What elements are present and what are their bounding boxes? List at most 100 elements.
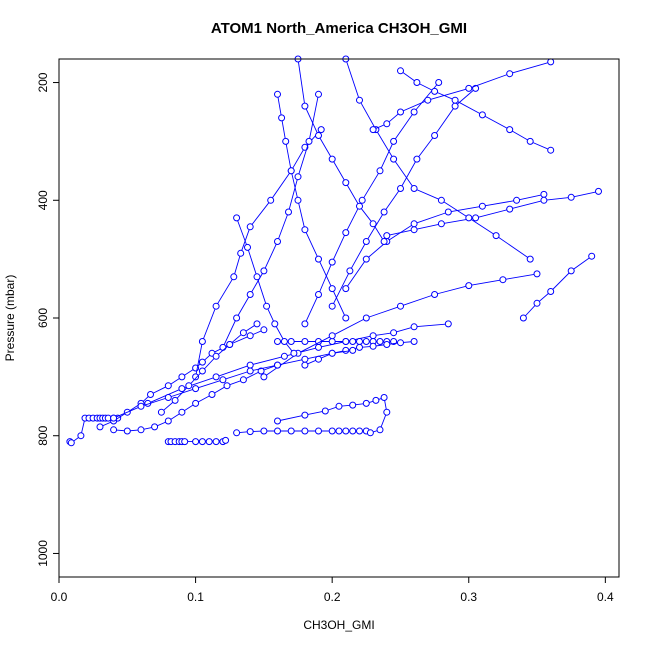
- data-point: [244, 243, 251, 251]
- data-point: [315, 90, 322, 98]
- data-point: [151, 423, 159, 431]
- series-18: [342, 55, 534, 263]
- data-point: [315, 427, 322, 435]
- series-10: [301, 79, 443, 328]
- data-point: [588, 252, 596, 260]
- data-point: [96, 423, 104, 431]
- data-point: [410, 323, 418, 331]
- data-point: [237, 249, 245, 257]
- data-point: [212, 438, 220, 446]
- data-point: [380, 208, 388, 216]
- data-point: [335, 427, 343, 435]
- series-12: [342, 190, 548, 293]
- series-14: [260, 270, 541, 381]
- data-point: [301, 411, 309, 419]
- data-point: [328, 258, 336, 266]
- data-point: [410, 185, 418, 192]
- data-point: [137, 402, 145, 410]
- data-point: [123, 427, 131, 435]
- data-point: [397, 108, 404, 116]
- data-point: [465, 84, 473, 92]
- series-16: [274, 90, 350, 322]
- data-point: [205, 438, 213, 446]
- x-axis: 0.0 0.1 0.2 0.3 0.4: [51, 577, 614, 604]
- data-point: [222, 436, 230, 444]
- data-point: [451, 102, 459, 110]
- data-point: [328, 285, 336, 293]
- data-point: [356, 343, 363, 351]
- data-point: [424, 96, 432, 104]
- data-point: [547, 58, 555, 66]
- data-point: [294, 173, 302, 181]
- data-point: [285, 208, 292, 216]
- data-point: [376, 426, 384, 434]
- data-point: [366, 429, 374, 437]
- x-tick-label: 0.0: [51, 590, 68, 604]
- x-tick-label: 0.4: [597, 590, 614, 604]
- data-point: [212, 352, 220, 360]
- data-point: [413, 79, 421, 86]
- data-point: [540, 190, 548, 198]
- data-point: [198, 338, 206, 345]
- series-24: [137, 346, 357, 410]
- series-22: [157, 320, 261, 416]
- data-point: [397, 302, 404, 310]
- y-tick-label: 200: [36, 72, 50, 92]
- data-point: [192, 399, 200, 407]
- series-19: [397, 67, 555, 154]
- data-point: [315, 291, 322, 298]
- data-point: [315, 255, 322, 263]
- data-point: [192, 385, 200, 393]
- data-point: [342, 285, 350, 293]
- data-point: [253, 273, 261, 281]
- data-point: [390, 137, 398, 145]
- data-point: [274, 90, 281, 98]
- data-point: [376, 338, 384, 345]
- data-point: [282, 137, 290, 145]
- data-point: [246, 291, 254, 298]
- data-point: [181, 438, 189, 446]
- data-point: [192, 438, 200, 446]
- data-point: [472, 214, 480, 222]
- data-point: [533, 299, 541, 307]
- data-point: [321, 407, 329, 415]
- data-point: [301, 102, 309, 110]
- data-point: [380, 394, 388, 401]
- data-point: [349, 401, 357, 409]
- data-point: [260, 326, 268, 334]
- data-point: [465, 214, 473, 222]
- data-point: [212, 373, 220, 381]
- data-point: [147, 391, 154, 398]
- y-tick-label: 400: [36, 190, 50, 210]
- data-point: [328, 332, 336, 340]
- data-point: [437, 196, 445, 204]
- data-point: [246, 428, 254, 436]
- data-point: [431, 291, 439, 298]
- y-tick-label: 600: [36, 308, 50, 328]
- series-21: [233, 214, 298, 357]
- data-point: [435, 79, 443, 86]
- series-line: [297, 58, 385, 242]
- data-point: [431, 132, 439, 139]
- data-point: [342, 338, 350, 345]
- data-point: [287, 338, 295, 345]
- data-point: [369, 126, 377, 134]
- data-point: [513, 196, 521, 204]
- series-line: [345, 193, 544, 289]
- data-point: [294, 196, 302, 204]
- data-point: [233, 214, 241, 222]
- data-point: [362, 314, 370, 322]
- data-point: [380, 238, 388, 245]
- data-point: [305, 137, 313, 145]
- series-5: [274, 394, 391, 437]
- data-point: [208, 391, 216, 398]
- data-point: [369, 332, 377, 340]
- data-point: [198, 438, 206, 446]
- y-axis: 200 400 600 800 1000: [36, 72, 59, 567]
- data-point: [567, 267, 575, 275]
- data-point: [519, 314, 527, 322]
- series-7: [274, 338, 398, 345]
- data-point: [410, 226, 418, 234]
- data-point: [567, 193, 575, 201]
- data-point: [362, 399, 370, 407]
